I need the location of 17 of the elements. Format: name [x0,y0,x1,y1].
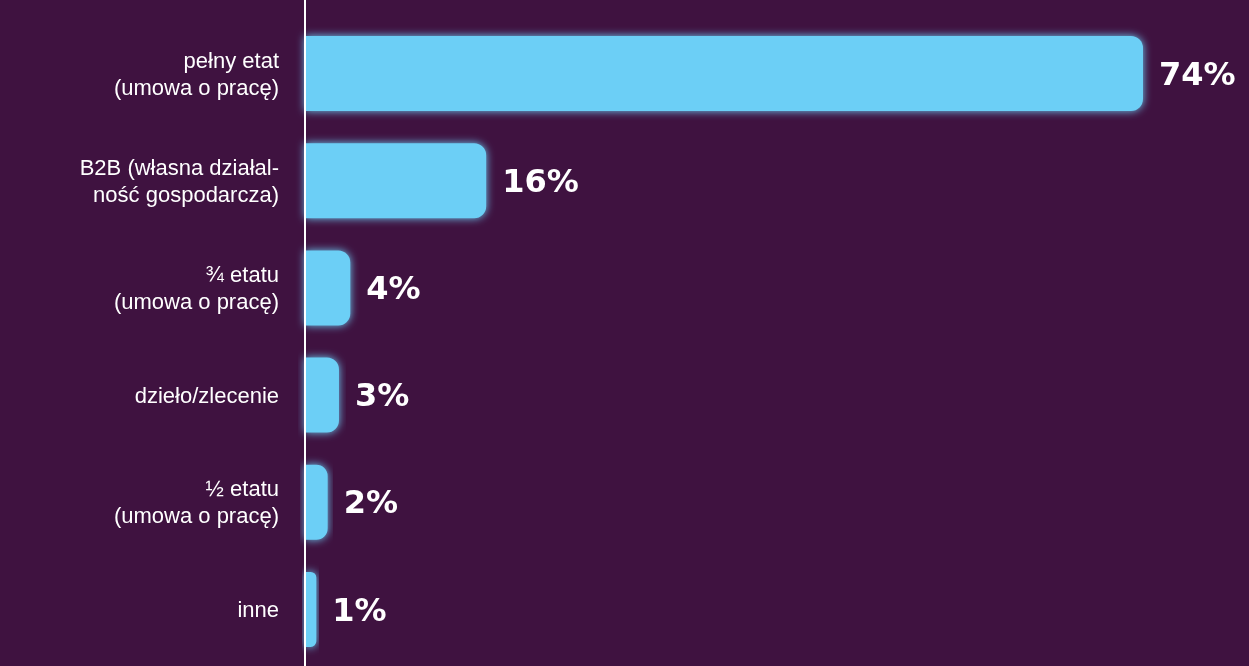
data-label: 16% [502,161,579,200]
y-tick-label: B2B (własna działal- ność gospodarcza) [79,154,279,207]
y-tick-label: pełny etat (umowa o pracę) [113,47,279,100]
bar [305,36,1143,112]
data-label: 74% [1159,54,1236,93]
bar [305,250,351,326]
y-tick-label: ¾ etatu (umowa o pracę) [113,262,279,315]
bar [305,143,487,219]
bar [305,357,339,433]
data-label: 2% [343,483,398,522]
bar [305,464,328,540]
data-label: 1% [332,590,387,629]
y-tick-label: inne [237,597,279,623]
data-label: 4% [366,269,421,308]
y-tick-label: dzieło/zlecenie [134,382,279,408]
data-label: 3% [354,376,410,415]
y-tick-label: ½ etatu (umowa o pracę) [113,476,279,529]
